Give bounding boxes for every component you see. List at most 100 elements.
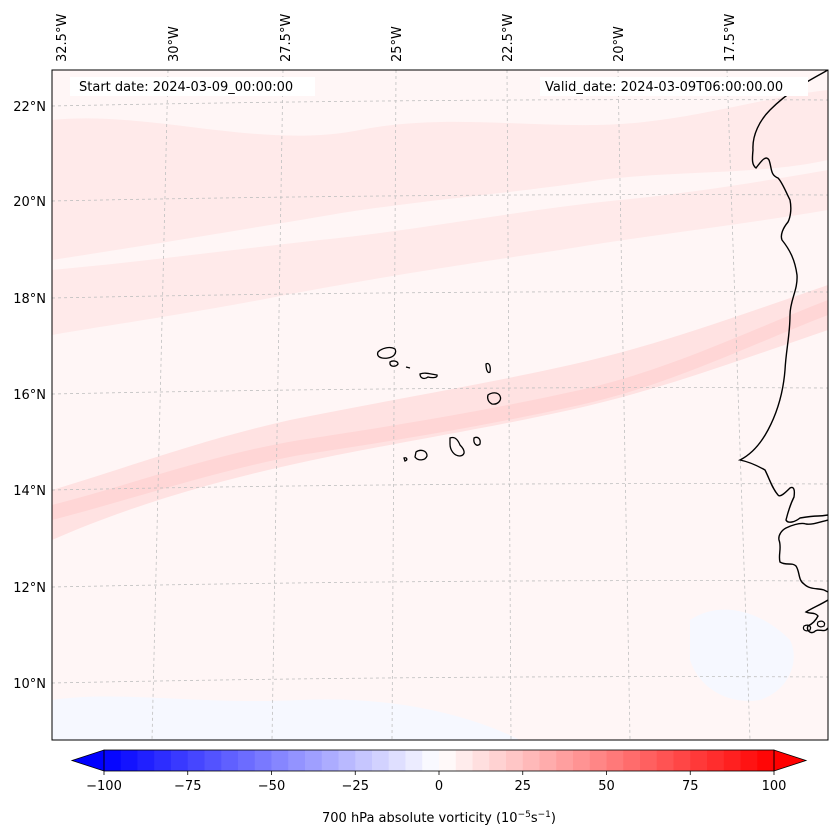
valid-date-box bbox=[540, 77, 808, 96]
colorbar-segment bbox=[288, 750, 306, 771]
colorbar-title: 700 hPa absolute vorticity (10−5s−1) bbox=[322, 810, 556, 826]
colorbar-segment bbox=[455, 750, 473, 771]
valid-date-label: Valid_date: 2024-03-09T06:00:00.00 bbox=[545, 80, 783, 95]
colorbar-ticks: −100 −75 −50 −25 0 25 50 75 100 bbox=[86, 771, 786, 794]
colorbar-segment bbox=[623, 750, 641, 771]
vorticity-band-main bbox=[52, 285, 828, 540]
guinea-coastline bbox=[804, 599, 828, 634]
africa-coastline-south bbox=[778, 519, 828, 593]
colorbar-segment bbox=[221, 750, 239, 771]
vorticity-band-north-1 bbox=[52, 90, 828, 260]
vorticity-band-core bbox=[52, 300, 828, 520]
island-fogo bbox=[414, 449, 428, 461]
island-santo-antao bbox=[376, 346, 397, 359]
colorbar-segment bbox=[422, 750, 440, 771]
map-frame bbox=[51, 69, 829, 741]
lat-label-12n: 12°N bbox=[13, 581, 46, 596]
island-sao-nicolau bbox=[419, 372, 438, 380]
colorbar-segment bbox=[372, 750, 390, 771]
colorbar-segment bbox=[506, 750, 524, 771]
colorbar-tick-label: 50 bbox=[598, 779, 615, 794]
colorbar-tick-label: −75 bbox=[174, 779, 201, 794]
colorbar-segment bbox=[154, 750, 172, 771]
colorbar-segments bbox=[104, 750, 775, 771]
colorbar-segment bbox=[472, 750, 490, 771]
lat-label-22n: 22°N bbox=[13, 100, 46, 115]
colorbar-segment bbox=[187, 750, 205, 771]
colorbar-segment bbox=[690, 750, 708, 771]
lat-label-14n: 14°N bbox=[13, 484, 46, 499]
island-santa-luzia bbox=[405, 366, 411, 369]
colorbar-segment bbox=[171, 750, 189, 771]
lat-label-18n: 18°N bbox=[13, 292, 46, 307]
colorbar-segment bbox=[338, 750, 356, 771]
colorbar-segment bbox=[405, 750, 423, 771]
colorbar-segment bbox=[489, 750, 507, 771]
island-sal bbox=[485, 362, 491, 374]
colorbar-segment bbox=[656, 750, 674, 771]
colorbar-extend-min-arrow bbox=[70, 749, 105, 772]
colorbar-segment bbox=[522, 750, 540, 771]
colorbar-segment bbox=[439, 750, 457, 771]
colorbar-tick-label: 100 bbox=[762, 779, 787, 794]
map-panel bbox=[52, 70, 828, 740]
lat-label-20n: 20°N bbox=[13, 195, 46, 210]
longitude-labels: 32.5°W 30°W 27.5°W 25°W 22.5°W 20°W 17.5… bbox=[55, 14, 738, 62]
colorbar-segment bbox=[673, 750, 691, 771]
lon-label-32-5w: 32.5°W bbox=[55, 14, 70, 62]
island-maio bbox=[473, 436, 481, 446]
colorbar-tick-label: −25 bbox=[342, 779, 369, 794]
latitude-labels: 22°N 20°N 18°N 16°N 14°N 12°N 10°N bbox=[13, 100, 46, 692]
lon-label-17-5w: 17.5°W bbox=[723, 14, 738, 62]
lon-label-27-5w: 27.5°W bbox=[279, 14, 294, 62]
colorbar-segment bbox=[757, 750, 775, 771]
meridian-gridlines bbox=[52, 70, 751, 740]
vorticity-band-north-2 bbox=[52, 170, 828, 335]
island-sao-vicente bbox=[389, 360, 399, 367]
lon-label-22-5w: 22.5°W bbox=[501, 14, 516, 62]
colorbar-segment bbox=[120, 750, 138, 771]
lon-label-25w: 25°W bbox=[390, 26, 405, 62]
colorbar-segment bbox=[254, 750, 272, 771]
colorbar-segment bbox=[606, 750, 624, 771]
colorbar-segment bbox=[573, 750, 591, 771]
colorbar-tick-label: −50 bbox=[258, 779, 285, 794]
lat-label-16n: 16°N bbox=[13, 388, 46, 403]
colorbar-tick-label: 0 bbox=[435, 779, 443, 794]
colorbar-segment bbox=[204, 750, 222, 771]
colorbar-segment bbox=[355, 750, 373, 771]
island-boa-vista bbox=[486, 392, 502, 405]
colorbar-segment bbox=[723, 750, 741, 771]
colorbar-segment bbox=[539, 750, 557, 771]
colorbar-segment bbox=[589, 750, 607, 771]
colorbar-segment bbox=[388, 750, 406, 771]
start-date-label: Start date: 2024-03-09_00:00:00 bbox=[79, 80, 293, 95]
colorbar-segment bbox=[271, 750, 289, 771]
island-brava bbox=[403, 457, 408, 462]
colorbar-segment bbox=[321, 750, 339, 771]
colorbar-tick-label: 25 bbox=[514, 779, 531, 794]
lon-label-20w: 20°W bbox=[612, 26, 627, 62]
colorbar-segment bbox=[238, 750, 256, 771]
colorbar-segment bbox=[305, 750, 323, 771]
colorbar-segment bbox=[707, 750, 725, 771]
lat-label-10n: 10°N bbox=[13, 677, 46, 692]
colorbar-tick-label: −100 bbox=[86, 779, 122, 794]
island-santiago bbox=[449, 436, 465, 457]
vorticity-negative-patch-1 bbox=[52, 696, 520, 740]
start-date-box bbox=[70, 77, 315, 96]
bijagos-islands bbox=[802, 620, 826, 632]
colorbar-extend-max-arrow bbox=[773, 749, 808, 772]
colorbar-tick-label: 75 bbox=[682, 779, 699, 794]
africa-coastline bbox=[737, 70, 828, 523]
parallel-gridlines bbox=[52, 99, 828, 684]
cape-verde-islands bbox=[376, 346, 502, 462]
colorbar-segment bbox=[740, 750, 758, 771]
colorbar-segment bbox=[104, 750, 122, 771]
colorbar: −100 −75 −50 −25 0 25 50 75 100 700 hPa absolute… bbox=[70, 749, 808, 826]
colorbar-segment bbox=[640, 750, 658, 771]
colorbar-segment bbox=[137, 750, 155, 771]
lon-label-30w: 30°W bbox=[167, 26, 182, 62]
colorbar-segment bbox=[556, 750, 574, 771]
